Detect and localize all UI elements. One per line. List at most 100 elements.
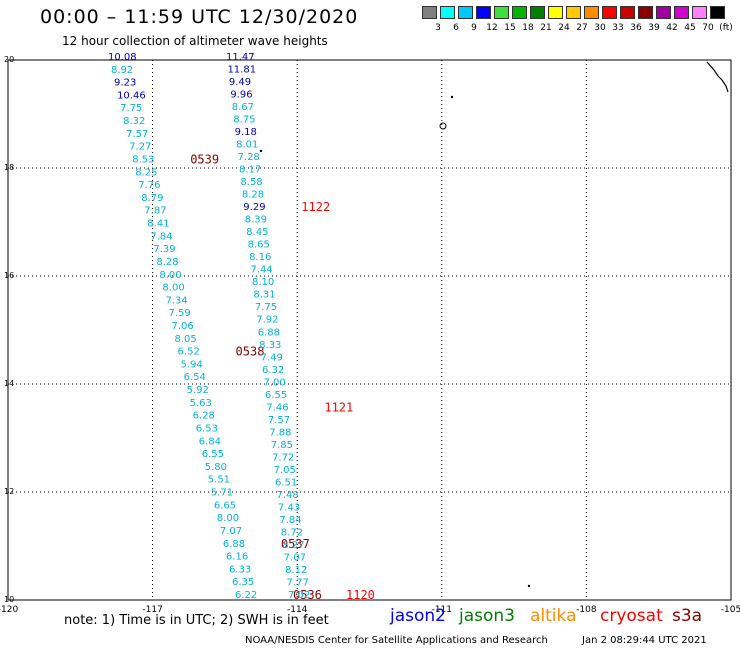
y-tick-label: 18 xyxy=(4,163,14,172)
wave-height-value: 7.05 xyxy=(274,465,296,476)
wave-height-value: 7.00 xyxy=(263,377,285,388)
scale-label: 42 xyxy=(666,23,678,33)
wave-height-value: 7.06 xyxy=(172,321,194,332)
scale-swatch xyxy=(530,6,545,19)
satellite-legend-cryosat: cryosat xyxy=(600,606,663,626)
wave-height-value: 8.92 xyxy=(111,65,133,76)
wave-height-value: 7.48 xyxy=(276,490,298,501)
wave-height-value: 9.49 xyxy=(229,77,251,88)
wave-height-value: 7.34 xyxy=(165,295,187,306)
wave-height-value: 8.75 xyxy=(233,115,255,126)
scale-label: 70 xyxy=(702,23,714,33)
map-frame xyxy=(7,59,732,601)
wave-height-value: 6.53 xyxy=(196,423,218,434)
scale-swatch xyxy=(692,6,707,19)
coastline xyxy=(706,61,729,93)
wave-height-value: 8.01 xyxy=(236,140,258,151)
wave-height-value: 5.94 xyxy=(181,359,203,370)
wave-height-value: 8.67 xyxy=(232,102,254,113)
x-tick-label: -108 xyxy=(576,605,597,615)
wave-height-value: 6.32 xyxy=(262,365,284,376)
wave-height-value: 7.28 xyxy=(238,152,260,163)
wave-height-value: 7.49 xyxy=(261,352,283,363)
satellite-legend-jason3: jason3 xyxy=(459,606,515,626)
wave-height-value: 8.72 xyxy=(281,527,303,538)
wave-height-value: 7.84 xyxy=(279,515,301,526)
wave-height-value: 8.16 xyxy=(249,252,271,263)
wave-height-value: 7.77 xyxy=(287,577,309,588)
wave-height-value: 7.07 xyxy=(220,526,242,537)
scale-label: 39 xyxy=(648,23,660,33)
y-tick-label: 16 xyxy=(4,271,14,280)
scale-label: 6 xyxy=(453,23,459,33)
scale-swatch xyxy=(458,6,473,19)
wave-height-value: 5.63 xyxy=(190,398,212,409)
scale-swatch xyxy=(440,6,455,19)
wave-height-value: 9.23 xyxy=(114,78,136,89)
scale-label: 30 xyxy=(594,23,606,33)
wave-height-value: 6.16 xyxy=(226,552,248,563)
scale-label: 3 xyxy=(435,23,441,33)
scale-label: 18 xyxy=(522,23,534,33)
wave-height-value: 9.29 xyxy=(243,202,265,213)
pass-time-label: 1120 xyxy=(346,588,375,602)
wave-height-value: 8.25 xyxy=(135,167,157,178)
credit-text: NOAA/NESDIS Center for Satellite Applica… xyxy=(245,635,548,646)
wave-height-value: 7.59 xyxy=(168,308,190,319)
wave-height-value: 7.72 xyxy=(272,452,294,463)
satellite-legend-altika: altika xyxy=(530,606,577,626)
island-marker xyxy=(439,122,447,130)
scale-label: 36 xyxy=(630,23,642,33)
scale-swatch xyxy=(548,6,563,19)
wave-height-value: 7.85 xyxy=(271,440,293,451)
wave-height-value: 8.45 xyxy=(246,227,268,238)
page-title: 00:00 – 11:59 UTC 12/30/2020 xyxy=(40,6,359,28)
wave-height-value: 11.47 xyxy=(226,52,255,63)
scale-swatch xyxy=(620,6,635,19)
scale-swatch xyxy=(494,6,509,19)
scale-swatch xyxy=(584,6,599,19)
x-tick-label: -114 xyxy=(287,605,308,615)
satellite-legend-jason2: jason2 xyxy=(390,606,446,626)
wave-height-value: 8.32 xyxy=(123,116,145,127)
wave-height-value: 6.55 xyxy=(265,390,287,401)
scale-label: 15 xyxy=(504,23,516,33)
wave-height-value: 8.65 xyxy=(248,240,270,251)
wave-height-value: 8.58 xyxy=(240,177,262,188)
scale-swatch xyxy=(422,6,437,19)
y-tick-label: 10 xyxy=(4,595,14,604)
wave-height-value: 5.92 xyxy=(187,385,209,396)
wave-height-value: 7.46 xyxy=(266,402,288,413)
satellite-legend-s3a: s3a xyxy=(672,606,703,626)
island-marker xyxy=(259,149,263,153)
y-tick-label: 12 xyxy=(4,487,14,496)
scale-swatch xyxy=(602,6,617,19)
wave-height-value: 6.52 xyxy=(178,347,200,358)
wave-height-value: 8.31 xyxy=(253,290,275,301)
pass-time-label: 0537 xyxy=(281,537,310,551)
wave-height-value: 8.79 xyxy=(141,193,163,204)
scale-swatch xyxy=(638,6,653,19)
wave-height-value: 7.07 xyxy=(284,552,306,563)
wave-height-value: 5.51 xyxy=(208,475,230,486)
wave-height-value: 6.33 xyxy=(229,564,251,575)
wave-height-value: 7.57 xyxy=(126,129,148,140)
y-tick-label: 14 xyxy=(4,379,14,388)
scale-label: 21 xyxy=(540,23,552,33)
wave-height-value: 8.28 xyxy=(156,257,178,268)
wave-height-value: 6.54 xyxy=(184,372,206,383)
scale-swatch xyxy=(566,6,581,19)
wave-height-value: 8.53 xyxy=(132,154,154,165)
wave-height-value: 8.12 xyxy=(285,565,307,576)
wave-height-value: 7.43 xyxy=(278,502,300,513)
wave-height-value: 8.10 xyxy=(252,277,274,288)
wave-height-value: 6.51 xyxy=(275,477,297,488)
wave-height-value: 10.08 xyxy=(108,52,137,63)
wave-height-value: 8.28 xyxy=(242,190,264,201)
wave-height-value: 8.33 xyxy=(259,340,281,351)
wave-height-value: 6.28 xyxy=(193,411,215,422)
wave-height-value: 8.00 xyxy=(159,270,181,281)
wave-height-value: 6.35 xyxy=(232,577,254,588)
x-tick-label: -120 xyxy=(0,605,18,615)
wave-height-value: 7.87 xyxy=(144,206,166,217)
